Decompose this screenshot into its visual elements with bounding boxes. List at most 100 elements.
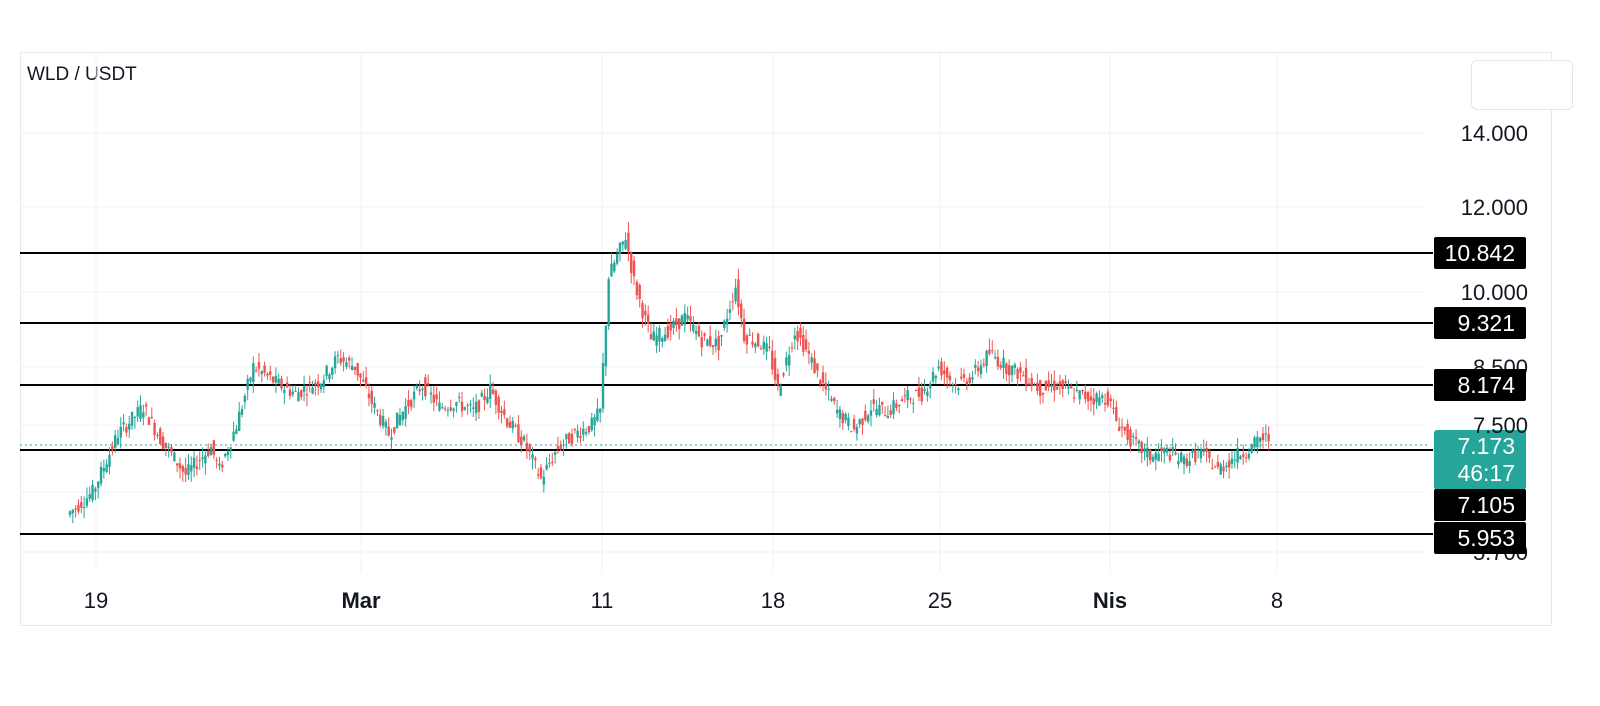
candle-down: [1242, 454, 1245, 457]
candle-up: [128, 423, 131, 430]
candle-down: [644, 310, 647, 316]
candle-down: [1244, 457, 1248, 459]
candle-down: [508, 422, 512, 428]
candle-up: [226, 451, 230, 456]
candle-down: [821, 372, 825, 383]
candle-down: [426, 383, 430, 385]
candle-up: [892, 400, 895, 415]
candle-down: [520, 436, 523, 446]
candle-up: [238, 411, 241, 431]
level-label: 9.321: [1457, 310, 1515, 336]
candle-down: [477, 400, 481, 412]
candle-down: [559, 445, 562, 450]
candle-down: [914, 390, 918, 392]
candle-down: [159, 428, 162, 445]
candle-down: [1086, 392, 1090, 402]
candle-down: [356, 363, 359, 376]
candle-up: [931, 372, 935, 382]
candle-up: [599, 408, 602, 413]
candle-down: [556, 446, 560, 449]
candle-up: [522, 436, 526, 441]
candle-up: [246, 379, 249, 390]
candle-down: [359, 373, 362, 378]
candle-up: [720, 335, 723, 337]
level-label: 8.174: [1457, 372, 1515, 398]
candle-down: [962, 374, 966, 378]
legend-box[interactable]: [1471, 60, 1573, 110]
candle-down: [314, 382, 317, 386]
candle-down: [288, 389, 292, 396]
candle-up: [452, 408, 455, 411]
candle-up: [1256, 436, 1259, 448]
candle-down: [996, 356, 1000, 367]
candle-down: [175, 463, 179, 466]
candle-down: [410, 400, 413, 408]
candle-down: [443, 408, 447, 410]
candle-up: [395, 412, 399, 429]
candle-up: [130, 411, 134, 426]
candle-up: [658, 327, 661, 342]
candle-up: [240, 409, 244, 415]
candle-up: [1078, 390, 1081, 400]
candle-up: [762, 341, 766, 350]
y-tick-label: 14.000: [1461, 121, 1528, 146]
candle-down: [813, 358, 816, 374]
candle-down: [254, 370, 258, 372]
candle-up: [438, 402, 441, 411]
candle-down: [737, 279, 740, 307]
candle-down: [773, 358, 777, 380]
candle-down: [517, 424, 520, 443]
candle-up: [297, 392, 300, 402]
candle-up: [252, 363, 255, 383]
candle-up: [1191, 450, 1194, 453]
candle-down: [669, 323, 672, 331]
candle-up: [683, 312, 687, 325]
candle-down: [376, 410, 379, 412]
candle-up: [1233, 459, 1236, 461]
candle-down: [587, 426, 591, 433]
candle-down: [740, 303, 743, 319]
candle-up: [458, 396, 461, 398]
candle-up: [122, 422, 125, 425]
candle-down: [573, 429, 577, 431]
candle-up: [173, 452, 176, 462]
candle-down: [1129, 429, 1132, 447]
candle-down: [1016, 368, 1019, 379]
candle-down: [221, 464, 224, 468]
candle-up: [333, 356, 337, 369]
candle-up: [1095, 393, 1098, 403]
candle-up: [102, 467, 106, 472]
candle-up: [621, 241, 624, 245]
candle-down: [988, 349, 991, 354]
candle-up: [604, 326, 608, 367]
candle-up: [855, 427, 859, 434]
candle-up: [686, 314, 689, 320]
candle-up: [108, 454, 111, 468]
candle-down: [536, 474, 540, 476]
candle-up: [1171, 447, 1174, 452]
candle-up: [325, 365, 328, 376]
candle-up: [1010, 366, 1014, 376]
candle-up: [486, 397, 489, 403]
candle-down: [889, 410, 892, 415]
candle-up: [765, 343, 768, 352]
candle-up: [951, 383, 954, 386]
y-tick-label: 7.500: [1473, 413, 1528, 438]
candle-up: [754, 343, 757, 348]
y-tick-label: 10.000: [1461, 280, 1528, 305]
candle-up: [1101, 395, 1104, 399]
candle-up: [192, 457, 196, 468]
candle-down: [742, 318, 746, 341]
candle-down: [379, 414, 382, 425]
level-label-box: [1434, 369, 1526, 401]
candle-down: [1005, 363, 1008, 375]
candle-down: [539, 467, 543, 478]
candle-up: [136, 407, 139, 417]
candle-up: [974, 364, 977, 368]
candle-down: [367, 393, 371, 399]
candle-down: [579, 435, 582, 439]
candle-up: [235, 429, 238, 434]
candle-down: [920, 387, 923, 402]
candle-down: [897, 404, 901, 406]
